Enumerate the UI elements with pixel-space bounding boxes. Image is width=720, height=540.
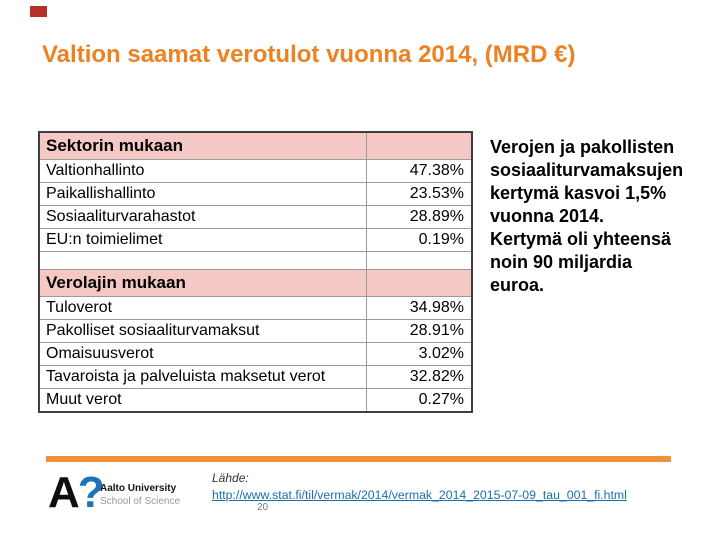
- table-spacer-row: [38, 251, 473, 270]
- table-row: Muut verot 0.27%: [38, 388, 473, 413]
- tax-table-body: Sektorin mukaan Valtionhallinto 47.38% Paik…: [38, 131, 473, 413]
- note-line: euroa.: [490, 275, 545, 295]
- row-label: EU:n toimielimet: [38, 228, 367, 252]
- note-line: Kertymä oli yhteensä: [490, 229, 672, 249]
- table-section-header: Sektorin mukaan: [38, 131, 473, 160]
- row-label: Pakolliset sosiaaliturvamaksut: [38, 319, 367, 343]
- note-line: noin 90 miljardia: [490, 252, 633, 272]
- row-value: 0.27%: [365, 388, 473, 413]
- row-value: 28.89%: [365, 205, 473, 229]
- row-label: Sektorin mukaan: [38, 131, 367, 160]
- note-line: sosiaaliturvamaksujen: [490, 160, 684, 180]
- row-value: 23.53%: [365, 182, 473, 206]
- row-value: 47.38%: [365, 159, 473, 183]
- table-row: Omaisuusverot 3.02%: [38, 342, 473, 366]
- logo-unit-name: School of Science: [100, 496, 181, 507]
- logo-question-mark: ?: [77, 468, 105, 517]
- row-label: Tuloverot: [38, 296, 367, 320]
- row-value: [365, 269, 473, 297]
- note-line: kertymä kasvoi 1,5%: [490, 183, 667, 203]
- row-value: 32.82%: [365, 365, 473, 389]
- note-line: Verojen ja pakollisten: [490, 137, 675, 157]
- table-row: EU:n toimielimet 0.19%: [38, 228, 473, 252]
- row-label: Tavaroista ja palveluista maksetut verot: [38, 365, 367, 389]
- row-value: 34.98%: [365, 296, 473, 320]
- logo-letter-a: A: [48, 468, 80, 517]
- row-label: Valtionhallinto: [38, 159, 367, 183]
- corner-accent-mark: [30, 6, 47, 17]
- row-label: Verolajin mukaan: [38, 269, 367, 297]
- row-label: Muut verot: [38, 388, 367, 413]
- row-value: 28.91%: [365, 319, 473, 343]
- row-label: Omaisuusverot: [38, 342, 367, 366]
- tax-table: Sektorin mukaan Valtionhallinto 47.38% Paik…: [38, 131, 473, 413]
- table-row: Valtionhallinto 47.38%: [38, 159, 473, 183]
- note-line: vuonna 2014.: [490, 206, 605, 226]
- table-row: Sosiaaliturvarahastot 28.89%: [38, 205, 473, 229]
- page-number: 20: [257, 502, 269, 513]
- row-label: Paikallishallinto: [38, 182, 367, 206]
- row-label: Sosiaaliturvarahastot: [38, 205, 367, 229]
- table-row: Pakolliset sosiaaliturvamaksut 28.91%: [38, 319, 473, 343]
- table-row: Paikallishallinto 23.53%: [38, 182, 473, 206]
- table-row: Tavaroista ja palveluista maksetut verot…: [38, 365, 473, 389]
- source-label: Lähde:: [212, 471, 249, 485]
- row-value: 3.02%: [365, 342, 473, 366]
- slide-title: Valtion saamat verotulot vuonna 2014, (M…: [42, 41, 576, 68]
- aalto-logo: A?: [48, 471, 105, 524]
- source-link[interactable]: http://www.stat.fi/til/vermak/2014/verma…: [212, 488, 627, 502]
- row-value: 0.19%: [365, 228, 473, 252]
- row-label: [38, 251, 367, 270]
- note-text: Verojen ja pakollisten sosiaaliturvamaksu…: [490, 136, 683, 297]
- row-value: [365, 131, 473, 160]
- footer-divider-bar: [46, 456, 671, 462]
- row-value: [365, 251, 473, 270]
- table-row: Tuloverot 34.98%: [38, 296, 473, 320]
- table-section-header: Verolajin mukaan: [38, 269, 473, 297]
- logo-text-block: Aalto University School of Science: [100, 483, 180, 508]
- logo-org-name: Aalto University: [100, 483, 177, 494]
